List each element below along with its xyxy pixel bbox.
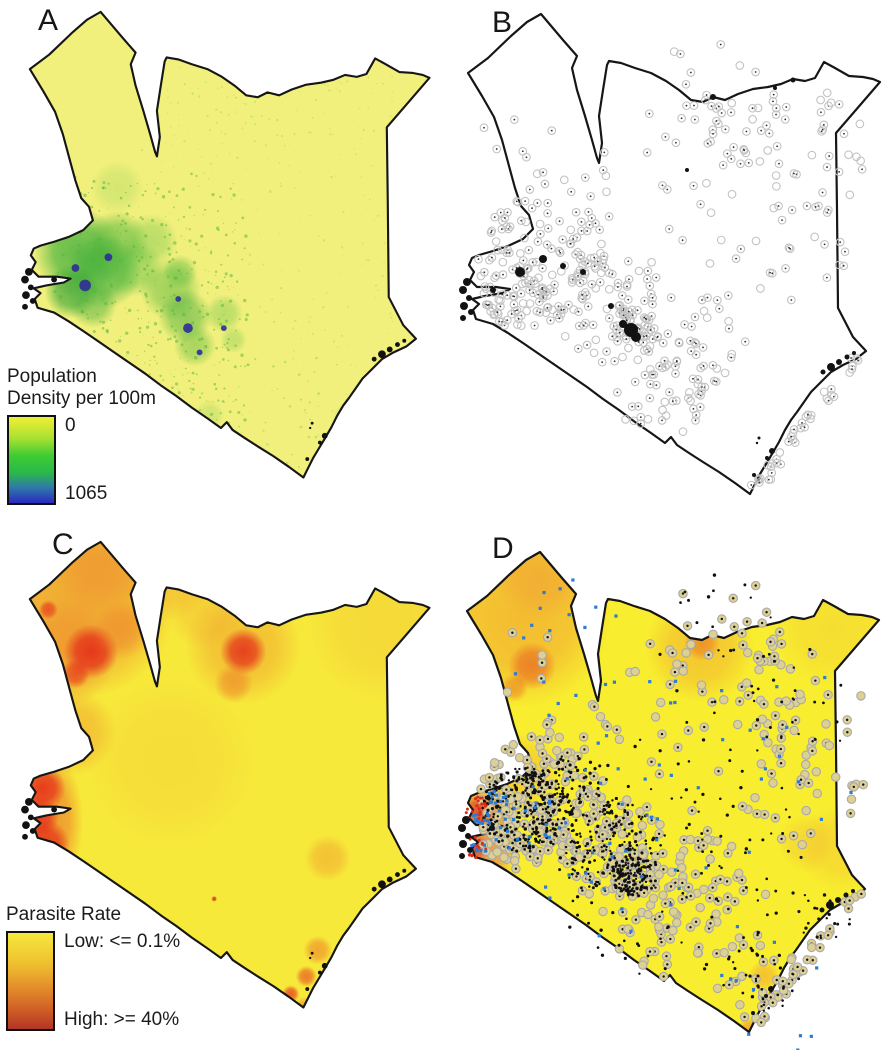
population-colorbar xyxy=(7,415,56,505)
population-max-label: 1065 xyxy=(65,483,108,504)
panel-d-combined-overlay-map xyxy=(458,550,881,1050)
panel-label-c: C xyxy=(52,528,74,561)
population-min-label: 0 xyxy=(65,415,76,436)
population-legend-title-line1: Population xyxy=(7,366,97,387)
parasite-rate-legend: Parasite Rate Low: <= 0.1% High: >= 40% xyxy=(6,904,180,1031)
panel-label-b: B xyxy=(492,6,513,39)
panel-b-survey-locations-map xyxy=(459,12,882,496)
panel-label-a: A xyxy=(38,4,59,37)
population-legend-title-line2: Density per 100m xyxy=(7,388,156,409)
panel-label-d: D xyxy=(492,532,514,565)
population-density-legend: Population Density per 100m 0 1065 xyxy=(7,366,156,505)
parasite-legend-title: Parasite Rate xyxy=(6,904,122,925)
parasite-colorbar xyxy=(6,931,55,1031)
panel-a-population-density-map xyxy=(21,10,431,479)
parasite-high-label: High: >= 40% xyxy=(64,1009,180,1030)
parasite-low-label: Low: <= 0.1% xyxy=(64,931,181,952)
